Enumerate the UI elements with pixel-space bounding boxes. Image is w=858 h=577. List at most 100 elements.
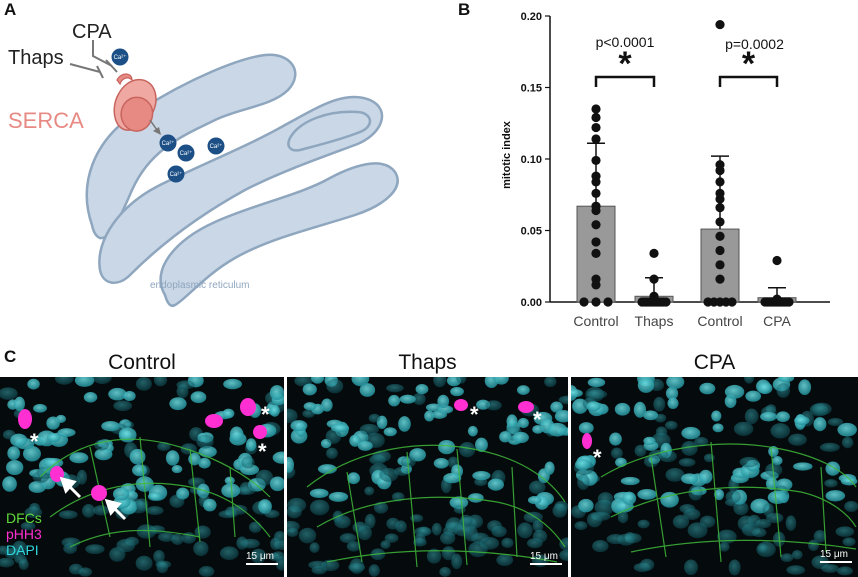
nucleus bbox=[527, 496, 542, 505]
nucleus bbox=[135, 555, 153, 571]
nucleus bbox=[837, 422, 857, 437]
nucleus bbox=[475, 437, 488, 452]
nucleus bbox=[725, 490, 741, 504]
nucleus bbox=[157, 532, 176, 542]
nucleus bbox=[135, 498, 149, 511]
nucleus bbox=[496, 553, 514, 567]
nucleus bbox=[196, 434, 214, 449]
nucleus bbox=[737, 515, 755, 532]
svg-text:*: * bbox=[261, 402, 270, 427]
panel-b-letter: B bbox=[458, 0, 471, 19]
asterisks: * * * bbox=[30, 402, 270, 464]
nucleus bbox=[2, 476, 17, 492]
inhibitor-arrows bbox=[69, 40, 118, 79]
nucleus bbox=[506, 414, 518, 429]
nucleus bbox=[699, 515, 716, 528]
nucleus bbox=[512, 431, 529, 444]
nucleus bbox=[687, 522, 708, 539]
nucleus bbox=[364, 513, 376, 529]
nucleus bbox=[728, 559, 741, 576]
nucleus bbox=[224, 476, 235, 485]
nucleus bbox=[577, 473, 590, 490]
nucleus bbox=[558, 395, 568, 405]
nucleus bbox=[586, 401, 601, 412]
nucleus bbox=[43, 457, 64, 468]
nucleus bbox=[113, 400, 133, 412]
data-point bbox=[591, 237, 601, 247]
nucleus bbox=[349, 434, 361, 447]
data-point bbox=[715, 231, 725, 241]
data-point bbox=[591, 134, 601, 144]
nucleus bbox=[449, 496, 469, 509]
nucleus bbox=[574, 521, 588, 531]
nucleus bbox=[250, 548, 267, 564]
nucleus bbox=[309, 499, 330, 516]
nucleus bbox=[485, 400, 502, 411]
nucleus bbox=[438, 439, 456, 455]
x-tick-label: CPA bbox=[763, 313, 791, 329]
nucleus bbox=[637, 488, 657, 500]
nucleus bbox=[372, 450, 391, 463]
dfc-network bbox=[306, 444, 566, 568]
serca-pump bbox=[113, 73, 161, 135]
nucleus bbox=[841, 436, 854, 449]
x-tick-label: Control bbox=[573, 313, 618, 329]
nucleus bbox=[240, 538, 260, 549]
significance-bracket bbox=[594, 75, 656, 87]
nucleus bbox=[248, 521, 262, 533]
nucleus bbox=[82, 503, 96, 518]
nucleus bbox=[699, 469, 713, 484]
nucleus bbox=[74, 377, 95, 387]
nucleus bbox=[615, 457, 627, 468]
mitotic-index-chart: mitotic index 0.00 0.05 0.10 0.15 0.20 Contr… bbox=[501, 11, 830, 329]
nucleus bbox=[835, 526, 855, 537]
nucleus bbox=[10, 433, 28, 447]
nucleus bbox=[364, 486, 375, 496]
nucleus bbox=[399, 394, 416, 404]
nucleus bbox=[453, 505, 466, 514]
arrows bbox=[59, 476, 127, 521]
nucleus bbox=[633, 401, 647, 418]
nucleus bbox=[46, 416, 60, 430]
nucleus bbox=[798, 379, 812, 396]
nucleus bbox=[688, 484, 703, 501]
nucleus bbox=[0, 557, 15, 568]
scale-bar: 15 μm bbox=[530, 551, 562, 565]
nucleus bbox=[27, 378, 40, 390]
nucleus bbox=[116, 538, 136, 553]
svg-text:Ca²⁺: Ca²⁺ bbox=[170, 171, 183, 178]
nucleus bbox=[678, 458, 696, 467]
data-point bbox=[591, 297, 601, 307]
nucleus bbox=[679, 504, 696, 514]
nucleus bbox=[528, 480, 546, 495]
nucleus bbox=[359, 383, 376, 397]
nucleus bbox=[667, 397, 679, 409]
nucleus bbox=[424, 410, 435, 422]
nucleus bbox=[108, 387, 127, 401]
nucleus bbox=[786, 565, 806, 575]
nucleus bbox=[155, 560, 172, 569]
nucleus bbox=[92, 505, 110, 516]
y-tick-label: 0.20 bbox=[521, 11, 542, 23]
cpa-micrograph: * 15 μm bbox=[571, 377, 858, 577]
data-point bbox=[591, 104, 601, 114]
nucleus bbox=[813, 530, 827, 543]
x-tick-label: Control bbox=[697, 313, 742, 329]
nucleus bbox=[287, 456, 295, 473]
nucleus bbox=[493, 377, 509, 385]
nucleus bbox=[617, 510, 629, 524]
nucleus bbox=[517, 522, 533, 539]
data-point bbox=[591, 274, 601, 284]
nucleus bbox=[287, 408, 298, 424]
nucleus bbox=[61, 537, 81, 548]
nucleus bbox=[793, 462, 813, 471]
nucleus bbox=[112, 487, 130, 501]
nucleus bbox=[368, 564, 380, 577]
nucleus bbox=[712, 423, 724, 433]
nucleus bbox=[459, 514, 473, 527]
nucleus bbox=[69, 452, 89, 464]
nucleus bbox=[135, 377, 152, 391]
nucleus bbox=[383, 427, 397, 437]
nucleus bbox=[321, 398, 333, 412]
data-point bbox=[715, 274, 725, 284]
